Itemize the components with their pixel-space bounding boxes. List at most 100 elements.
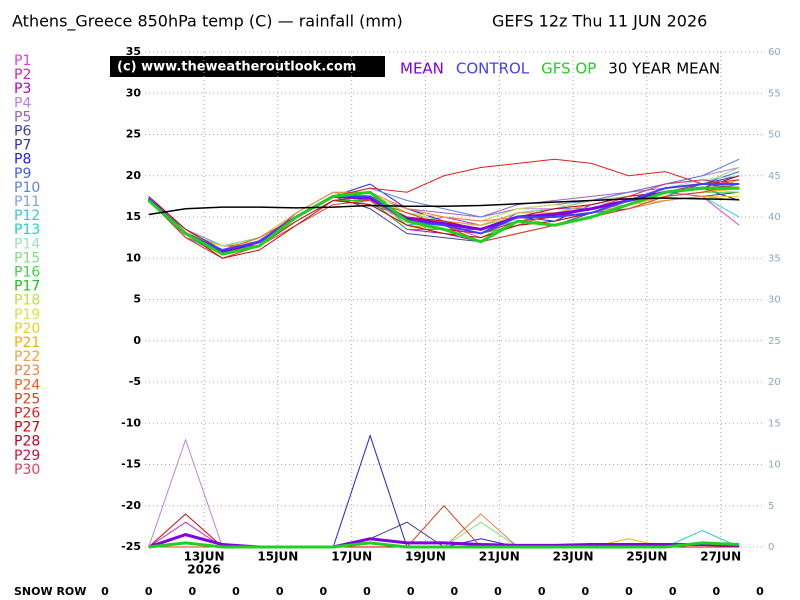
y-tick-label: 0 [133,334,141,347]
legend-entry: P10 [14,180,40,196]
snow-row-value: 0 [756,585,764,598]
legend-entry: P16 [14,265,40,281]
y2-tick-label: 20 [768,377,781,388]
legend-entry: P12 [14,208,40,224]
legend-entry: MEAN [400,60,444,78]
rain-line [148,541,740,549]
legend-entry: P8 [14,152,31,168]
y2-tick-label: 45 [768,171,781,182]
legend-entry: P17 [14,279,40,295]
legend-entry: P26 [14,406,40,422]
rain-line [148,434,740,548]
y-tick-label: 25 [126,128,141,141]
y2-tick-label: 10 [768,460,781,471]
y-tick-label: 15 [126,210,141,223]
legend-entry: P9 [14,166,31,182]
legend-entry: P1 [14,53,31,69]
y-tick-label: 10 [126,251,142,264]
legend-entry: P28 [14,434,40,450]
y2-tick-label: 50 [768,130,781,141]
y2-tick-label: 40 [768,212,781,223]
temp-line [148,179,740,251]
chart-subtitle: GEFS 12z Thu 11 JUN 2026 [492,12,707,31]
y-tick-label: 5 [133,293,141,306]
y-tick-label: -15 [121,458,141,471]
y2-tick-label: 5 [768,501,774,512]
legend-entry: P22 [14,349,40,365]
x-tick-label: 19JUN [405,550,446,564]
temp-line [148,191,740,247]
legend-entry: P20 [14,321,40,337]
temp-line [148,197,740,216]
y-tick-label: -10 [121,416,141,429]
y2-tick-label: 55 [768,88,781,99]
snow-row-value: 0 [582,585,590,598]
x-tick-label: 23JUN [553,550,594,564]
y2-tick-label: 60 [768,47,781,58]
snow-row-value: 0 [407,585,415,598]
snow-row-value: 0 [363,585,371,598]
x-tick-label: 17JUN [331,550,372,564]
snow-row-value: 0 [625,585,633,598]
legend-entry: P19 [14,307,40,323]
year-label: 2026 [187,563,220,577]
x-tick-label: 25JUN [626,550,667,564]
y-tick-label: 35 [126,45,141,58]
snow-row-value: 0 [451,585,459,598]
snow-row-value: 0 [320,585,328,598]
y-tick-label: 20 [126,169,142,182]
x-tick-label: 21JUN [479,550,520,564]
rain-line [148,505,740,548]
y-tick-label: -5 [129,375,141,388]
snow-row-value: 0 [189,585,197,598]
y2-tick-label: 15 [768,418,781,429]
y-tick-label: -20 [121,499,141,512]
legend-entry: GFS OP [541,60,596,78]
legend-entry: P25 [14,391,40,407]
rain-line [148,438,740,548]
legend-entry: P29 [14,448,40,464]
legend-entry: P7 [14,138,31,154]
watermark: (c) www.theweatheroutlook.com [117,60,356,75]
x-tick-label: 27JUN [700,550,741,564]
legend-entry: P2 [14,67,31,83]
legend-entry: P18 [14,293,40,309]
temp-line [147,183,740,252]
snow-row-label: SNOW ROW [14,585,86,598]
legend-entry: P24 [14,377,40,393]
y-tick-label: -25 [121,540,141,553]
legend-entry: P3 [14,81,31,97]
legend-entry: P15 [14,250,40,266]
legend-entry: P30 [14,462,40,478]
rain-line [148,533,740,549]
snow-row-value: 0 [232,585,240,598]
snow-row-value: 0 [713,585,721,598]
y2-tick-label: 35 [768,253,781,264]
temp-line [147,186,740,256]
temp-line [148,179,740,251]
snow-row-value: 0 [494,585,502,598]
y2-tick-label: 0 [768,542,774,553]
y-tick-label: 30 [126,86,142,99]
watermark-box [110,56,385,77]
y2-tick-label: 30 [768,295,781,306]
chart-title: Athens_Greece 850hPa temp (C) — rainfall… [12,12,403,32]
legend-entry: P21 [14,335,40,351]
legend-entry: P13 [14,222,40,238]
snow-row-value: 0 [101,585,109,598]
legend-entry: P27 [14,420,40,436]
temp-line [148,171,740,251]
legend-entry: P5 [14,109,31,125]
legend-entry: P4 [14,95,31,111]
y2-tick-label: 25 [768,336,781,347]
legend-entry: P11 [14,194,40,210]
x-tick-label: 13JUN [184,550,225,564]
legend-entry: P23 [14,363,40,379]
legend-entry: P6 [14,124,31,140]
legend-entry: P14 [14,236,40,252]
legend-entry: 30 YEAR MEAN [608,60,720,78]
legend-entry: CONTROL [456,60,530,78]
snow-row-value: 0 [145,585,153,598]
